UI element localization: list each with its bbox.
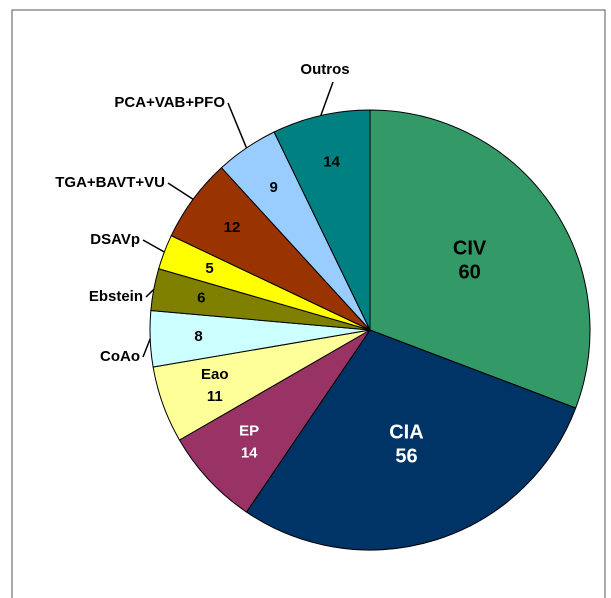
category-label: PCA+VAB+PFO <box>114 94 225 111</box>
pie-slice <box>369 109 591 409</box>
category-label: Eao <box>201 366 229 383</box>
leader-line <box>145 288 155 298</box>
category-label: DSAVp <box>90 231 140 248</box>
value-label: 5 <box>205 260 213 277</box>
leader-line <box>167 182 194 200</box>
value-label: 60 <box>458 262 480 284</box>
leader-line <box>142 239 165 253</box>
category-label: TGA+BAVT+VU <box>55 174 165 191</box>
pie-slice <box>245 329 577 551</box>
leader-line <box>142 338 151 358</box>
category-label: CoAo <box>100 348 140 365</box>
value-label: 14 <box>323 154 340 171</box>
category-label: CIA <box>389 422 423 444</box>
value-label: 56 <box>395 446 417 468</box>
value-label: 11 <box>207 388 223 405</box>
leader-line <box>227 102 248 149</box>
value-label: 14 <box>241 444 258 461</box>
value-label: 6 <box>197 289 205 306</box>
category-label: EP <box>239 422 259 439</box>
category-label: Outros <box>300 61 349 78</box>
category-label: CIV <box>453 238 487 260</box>
category-label: Ebstein <box>89 288 143 305</box>
value-label: 9 <box>269 179 277 196</box>
leader-line <box>320 81 334 116</box>
value-label: 12 <box>224 219 241 236</box>
pie-slice <box>178 329 371 513</box>
pie-slice <box>273 109 371 331</box>
value-label: 8 <box>194 328 202 345</box>
